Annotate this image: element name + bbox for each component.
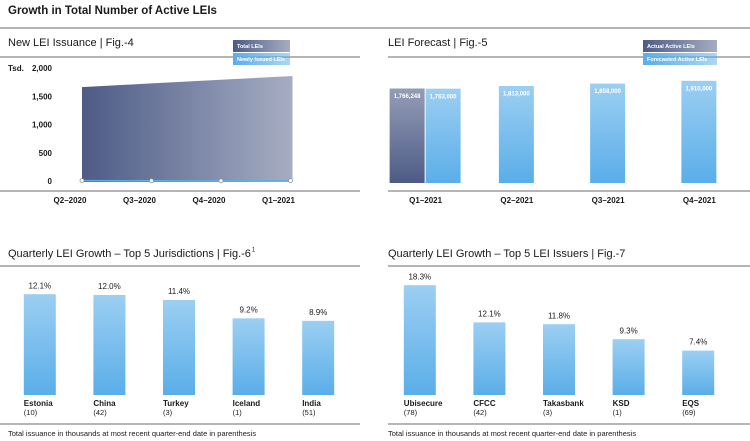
value-label: 1,858,000 bbox=[594, 89, 621, 95]
bar bbox=[590, 83, 626, 183]
y-tick-label: 1,000 bbox=[32, 121, 53, 130]
y-tick-label: 1,500 bbox=[32, 92, 53, 101]
value-label: 12.1% bbox=[478, 310, 501, 319]
value-label: 12.0% bbox=[98, 282, 121, 291]
x-tick-label: Q4–2021 bbox=[683, 196, 716, 205]
x-tick-label: Ubisecure bbox=[404, 399, 443, 408]
point bbox=[288, 178, 293, 184]
value-label: 1,763,000 bbox=[430, 94, 457, 100]
bar bbox=[681, 80, 717, 183]
chart-title: Quarterly LEI Growth – Top 5 Jurisdictio… bbox=[8, 248, 251, 260]
value-label: 11.4% bbox=[168, 287, 190, 296]
category-note: (3) bbox=[163, 408, 173, 417]
category-note: (51) bbox=[302, 408, 316, 417]
chart-title: LEI Forecast | Fig.-5 bbox=[388, 37, 487, 49]
x-tick-label: KSD bbox=[613, 399, 630, 408]
point bbox=[218, 178, 224, 184]
y-axis-label: Tsd. bbox=[8, 64, 24, 73]
bar bbox=[232, 318, 265, 395]
x-tick-label: Q3–2021 bbox=[592, 196, 625, 205]
category-note: (10) bbox=[24, 408, 38, 417]
area bbox=[82, 76, 293, 182]
legend-label: Forecasted Active LEIs bbox=[647, 57, 707, 63]
bar bbox=[612, 339, 645, 395]
value-label: 7.4% bbox=[689, 338, 707, 347]
title-note: 1 bbox=[252, 248, 256, 254]
y-tick-label: 2,000 bbox=[32, 64, 53, 73]
value-label: 9.3% bbox=[619, 326, 637, 335]
bar bbox=[403, 285, 436, 395]
value-label: 1,910,000 bbox=[686, 86, 713, 92]
y-tick-label: 500 bbox=[39, 149, 53, 158]
chart-title: Quarterly LEI Growth – Top 5 LEI Issuers… bbox=[388, 248, 625, 260]
bar bbox=[543, 324, 575, 395]
x-tick-label: China bbox=[93, 399, 116, 408]
legend-swatch bbox=[233, 40, 290, 52]
legend-swatch bbox=[643, 53, 717, 65]
value-label: 11.8% bbox=[548, 311, 570, 320]
category-note: (69) bbox=[682, 408, 696, 417]
x-tick-label: Q3–2020 bbox=[123, 196, 156, 205]
category-note: (1) bbox=[613, 408, 623, 417]
page-title: Growth in Total Number of Active LEIs bbox=[8, 5, 217, 17]
point bbox=[149, 178, 154, 184]
legend-label: Actual Active LEIs bbox=[647, 44, 695, 50]
x-tick-label: CFCC bbox=[473, 399, 495, 408]
category-note: (3) bbox=[543, 408, 553, 417]
x-tick-label: Takasbank bbox=[543, 399, 584, 408]
bar bbox=[163, 300, 195, 395]
value-label: 8.9% bbox=[309, 308, 327, 317]
x-tick-label: Turkey bbox=[163, 399, 189, 408]
value-label: 1,813,000 bbox=[503, 92, 530, 98]
x-tick-label: Q4–2020 bbox=[193, 196, 226, 205]
x-tick-label: Q2–2020 bbox=[54, 196, 87, 205]
bar bbox=[93, 295, 126, 395]
x-tick-label: Q1–2021 bbox=[409, 196, 442, 205]
x-tick-label: India bbox=[302, 399, 321, 408]
point bbox=[79, 178, 85, 183]
legend-label: Total LEIs bbox=[237, 44, 263, 50]
x-tick-label: EQS bbox=[682, 399, 700, 408]
category-note: (1) bbox=[233, 408, 243, 417]
value-label: 1,766,248 bbox=[394, 94, 421, 100]
bar bbox=[682, 350, 715, 395]
x-tick-label: Q2–2021 bbox=[500, 196, 533, 205]
footnote: Total issuance in thousands at most rece… bbox=[8, 429, 256, 438]
x-tick-label: Iceland bbox=[233, 399, 261, 408]
value-label: 9.2% bbox=[239, 305, 257, 314]
footnote: Total issuance in thousands at most rece… bbox=[388, 429, 636, 438]
bar bbox=[498, 86, 534, 183]
legend-swatch bbox=[233, 53, 290, 65]
x-tick-label: Estonia bbox=[24, 399, 53, 408]
category-note: (78) bbox=[404, 408, 418, 417]
bar bbox=[23, 294, 56, 395]
y-tick-label: 0 bbox=[48, 177, 53, 186]
category-note: (42) bbox=[473, 408, 487, 417]
legend-swatch bbox=[643, 40, 717, 52]
value-label: 18.3% bbox=[408, 272, 431, 281]
bar bbox=[302, 320, 335, 395]
bar bbox=[473, 322, 506, 395]
bar bbox=[389, 88, 425, 183]
bar bbox=[425, 88, 461, 183]
x-tick-label: Q1–2021 bbox=[262, 196, 295, 205]
legend-label: Newly Issued LEIs bbox=[237, 57, 285, 63]
value-label: 12.1% bbox=[28, 281, 51, 290]
category-note: (42) bbox=[93, 408, 107, 417]
chart-title: New LEI Issuance | Fig.-4 bbox=[8, 37, 134, 49]
